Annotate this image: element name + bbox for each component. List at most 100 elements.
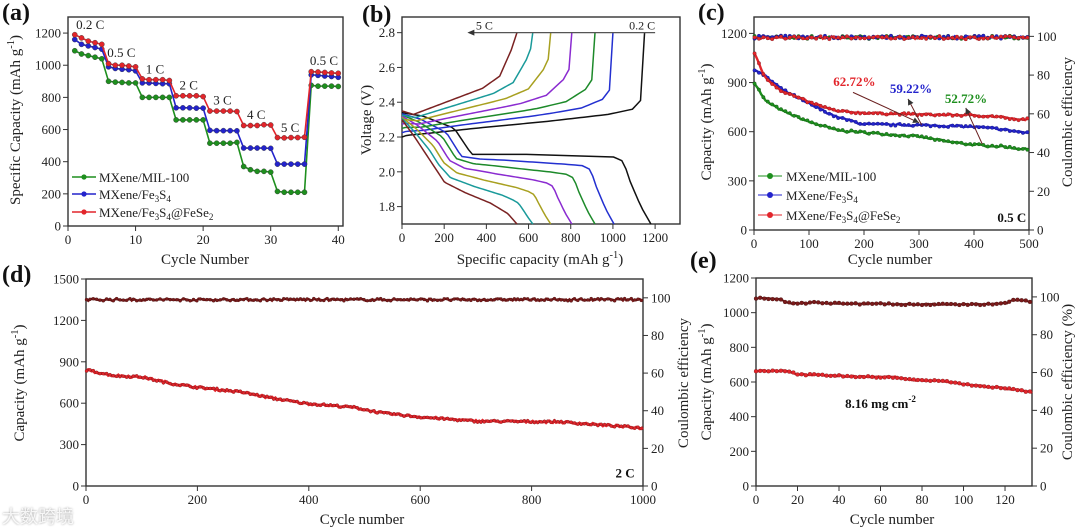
capacity-series-point [388,412,393,416]
capacity-series-point [770,102,775,107]
x-axis-label-part: Specific capacity (mAh g [457,252,610,268]
capacity-series-point [761,95,766,100]
ce-series-point [940,301,946,306]
y2-tick-label: 0 [651,479,658,494]
ce-series-point [994,35,999,41]
ce-series-point [791,301,796,306]
ce-series-point [275,297,279,302]
x-axis-label: Specific capacity (mAh g-1​) [457,250,624,268]
capacity-series-point [91,368,96,373]
capacity-series-point [1020,117,1026,122]
legend-marker [767,173,773,179]
ce-series-point [489,297,493,302]
ce-series-point [91,296,96,301]
capacity-series-point [529,420,533,425]
data-point [335,70,342,77]
capacity-series-point [592,422,597,427]
ce-series-point [549,298,553,302]
capacity-series-point [111,373,116,378]
legend-label-part: MXene/MIL-100 [786,169,876,184]
x-tick-label: 400 [299,492,319,507]
capacity-series-point [352,404,356,409]
capacity-series-point [325,403,330,408]
ce-series-point [753,296,759,301]
ce-series-point [318,298,323,303]
data-point [85,52,92,59]
capacity-series-point [134,374,139,378]
ce-series-point [770,296,775,302]
capacity-series-point [211,386,216,391]
ce-series-point [932,302,937,307]
capacity-series-point [311,402,316,407]
capacity-series-point [194,386,199,391]
capacity-series-point [954,112,960,118]
data-point [85,38,92,44]
y-axis-label-part: Capacity (mAh g [12,338,28,442]
ce-series-point [828,301,833,306]
capacity-series-point [174,383,179,387]
ce-series-point [840,35,845,40]
capacity-series-point [919,134,924,139]
panel-e: (e)0 20 40 60 80 100 1200200400600800100012000… [690,248,1076,528]
ce-series-point [415,298,420,302]
data-point [153,94,159,101]
data-point [159,76,166,83]
capacity-series-point [1011,386,1016,392]
ce-series-point [910,35,916,40]
data-point [294,161,301,167]
data-point [112,79,119,85]
capacity-series-point [857,374,863,380]
capacity-series-point [985,114,990,119]
y-tick-label: 1.8 [379,199,395,214]
capacity-series-point [462,418,467,422]
legend-label: MXene/MIL-100 [99,170,189,185]
x-axis-label-part: -1 [610,250,619,261]
x-tick-label: 30 [264,232,277,247]
ce-series-point [245,296,249,301]
ce-series-point [378,296,383,301]
capacity-series-point [629,425,634,430]
y-tick-label: 1000 [723,305,749,320]
capacity-series-point [924,122,929,127]
y2-tick-label: 40 [1037,145,1050,160]
data-point [308,68,315,75]
ce-series-point [928,34,933,40]
capacity-series-point [840,108,845,113]
capacity-series-point [968,123,973,129]
ce-series-point [465,298,470,302]
capacity-series-point [844,109,850,114]
capacity-series-point [753,368,759,374]
x-tick-label: 1000 [600,230,626,245]
ce-series-point [1015,297,1020,302]
arrow-line [965,107,983,145]
legend-label-part: 2 [209,212,214,222]
arrow-head-icon [912,117,919,123]
ce-series-point [485,298,490,303]
ce-series-point [278,298,283,303]
capacity-series-point [818,103,823,108]
capacity-series-point [218,388,223,393]
capacity-series-point [792,113,797,118]
charge-curve [401,32,596,130]
capacity-series-point [944,378,950,384]
x-tick-label: 0 [399,230,406,245]
ce-series-point [818,34,823,39]
capacity-series-point [950,140,955,145]
capacity-series-point [915,122,920,127]
capacity-series-point [1025,130,1030,135]
ce-series-point [1011,297,1016,303]
capacity-series-point [589,422,594,427]
capacity-series-point [928,378,933,384]
data-point [98,56,105,62]
x-axis-label: Cycle number [320,512,405,528]
x-tick-label: 20 [791,492,804,507]
capacity-series-point [315,403,320,408]
capacity-series-point [472,419,477,424]
capacity-series-point [840,127,845,133]
capacity-series-point [765,77,770,83]
ce-series-point [786,300,792,305]
capacity-series-point [365,407,370,412]
capacity-series-point [485,419,490,423]
data-point [247,122,254,129]
legend-label-part: @FeSe [858,208,896,223]
